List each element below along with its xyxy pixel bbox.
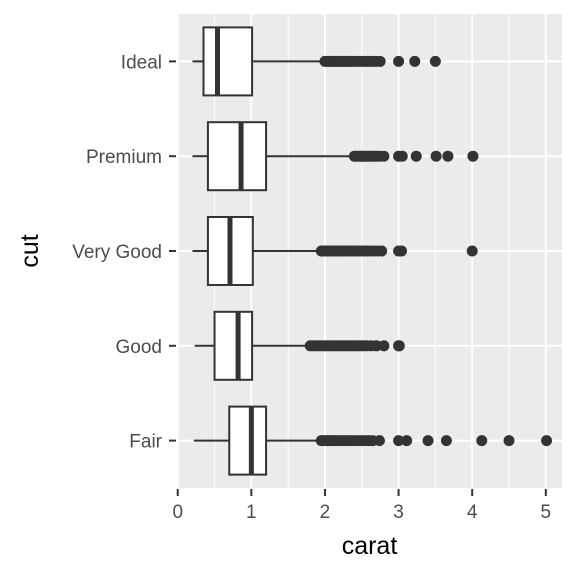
y-tick-label: Fair (129, 432, 162, 453)
x-tick-label: 3 (393, 502, 404, 523)
x-tick-label: 2 (320, 502, 331, 523)
outlier-point (409, 55, 421, 67)
outlier-point (376, 245, 388, 257)
x-axis-title: carat (342, 532, 398, 560)
outlier-point (422, 435, 434, 447)
outlier-point (378, 150, 390, 162)
outlier-point (466, 245, 478, 257)
y-axis: Ideal Premium Very Good Good Fair (72, 52, 176, 453)
outlier-point (467, 150, 479, 162)
box-iqr (202, 26, 254, 97)
box-group-fair (193, 405, 553, 476)
outlier-point (378, 340, 390, 352)
x-tick-label: 0 (172, 502, 183, 523)
box-group-good (194, 310, 405, 381)
box-group-ideal (192, 26, 441, 97)
box-iqr (228, 405, 268, 476)
outlier-point (393, 435, 405, 447)
outlier-point (541, 435, 553, 447)
y-tick-label: Ideal (121, 52, 162, 73)
x-tick-label: 1 (246, 502, 257, 523)
box-iqr (213, 310, 254, 381)
outlier-point (396, 245, 408, 257)
outlier-point (401, 435, 413, 447)
outlier-point (373, 435, 385, 447)
outlier-point (503, 435, 515, 447)
outlier-point (429, 55, 441, 67)
outlier-point (430, 150, 442, 162)
box-iqr (206, 121, 268, 192)
outlier-point (410, 150, 422, 162)
x-tick-label: 4 (467, 502, 478, 523)
outlier-point (374, 55, 386, 67)
outlier-point (393, 55, 405, 67)
outlier-point (393, 340, 405, 352)
box-group-premium (192, 121, 479, 192)
outlier-point (442, 150, 454, 162)
x-tick-label: 5 (541, 502, 552, 523)
outlier-point (476, 435, 488, 447)
outlier-point (396, 150, 408, 162)
x-axis: 0 1 2 3 4 5 (172, 489, 551, 523)
boxes-layer (192, 26, 553, 476)
y-axis-title: cut (16, 234, 44, 267)
outlier-point (440, 435, 452, 447)
y-tick-label: Premium (86, 147, 162, 168)
y-tick-label: Very Good (72, 242, 162, 263)
y-tick-label: Good (116, 337, 162, 358)
box-group-very-good (192, 216, 478, 286)
